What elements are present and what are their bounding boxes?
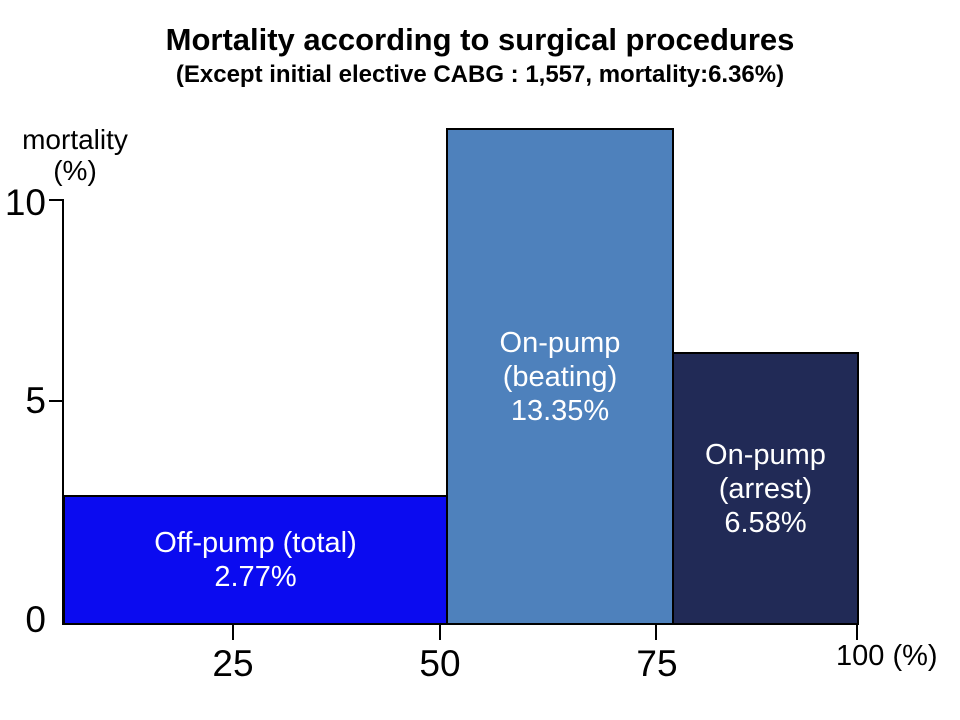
x-axis-end-label: 100 (%) [836,640,938,672]
y-axis-label: mortality (%) [10,124,140,186]
x-tick-mark-50 [439,625,441,640]
y-axis-label-line1: mortality [22,124,128,155]
y-axis-label-line2: (%) [53,155,97,186]
bar-on-pump-beating: On-pump (beating) 13.35% [446,128,674,625]
chart-subtitle: (Except initial elective CABG : 1,557, m… [175,61,785,88]
x-tick-mark-100 [856,625,858,640]
bar-label-line: On-pump [705,438,826,471]
y-axis-line [62,199,64,625]
bar-value-label: 2.77% [214,561,297,593]
y-tick-label-5: 5 [25,380,46,421]
bar-value-label: 6.58% [724,506,807,539]
bar-label-line: Off-pump (total) [154,527,357,559]
x-tick-mark-25 [232,625,234,640]
bar-label-line: On-pump [499,326,621,359]
x-tick-label-50: 50 [419,643,461,684]
bar-off-pump-total: Off-pump (total) 2.77% [63,495,448,625]
y-tick-mark-5 [49,400,63,402]
bar-on-pump-arrest: On-pump (arrest) 6.58% [672,352,859,625]
bar-value-label: 13.35% [510,394,610,427]
y-tick-label-0: 0 [25,599,46,640]
y-tick-label-10: 10 [4,182,46,223]
y-tick-mark-10 [49,199,63,201]
x-tick-mark-75 [655,625,657,640]
x-tick-label-25: 25 [212,643,254,684]
bar-label-line: (arrest) [718,472,813,505]
chart-title: Mortality according to surgical procedur… [165,22,795,57]
x-tick-label-75: 75 [636,643,678,684]
bar-label-line: (beating) [502,360,618,393]
